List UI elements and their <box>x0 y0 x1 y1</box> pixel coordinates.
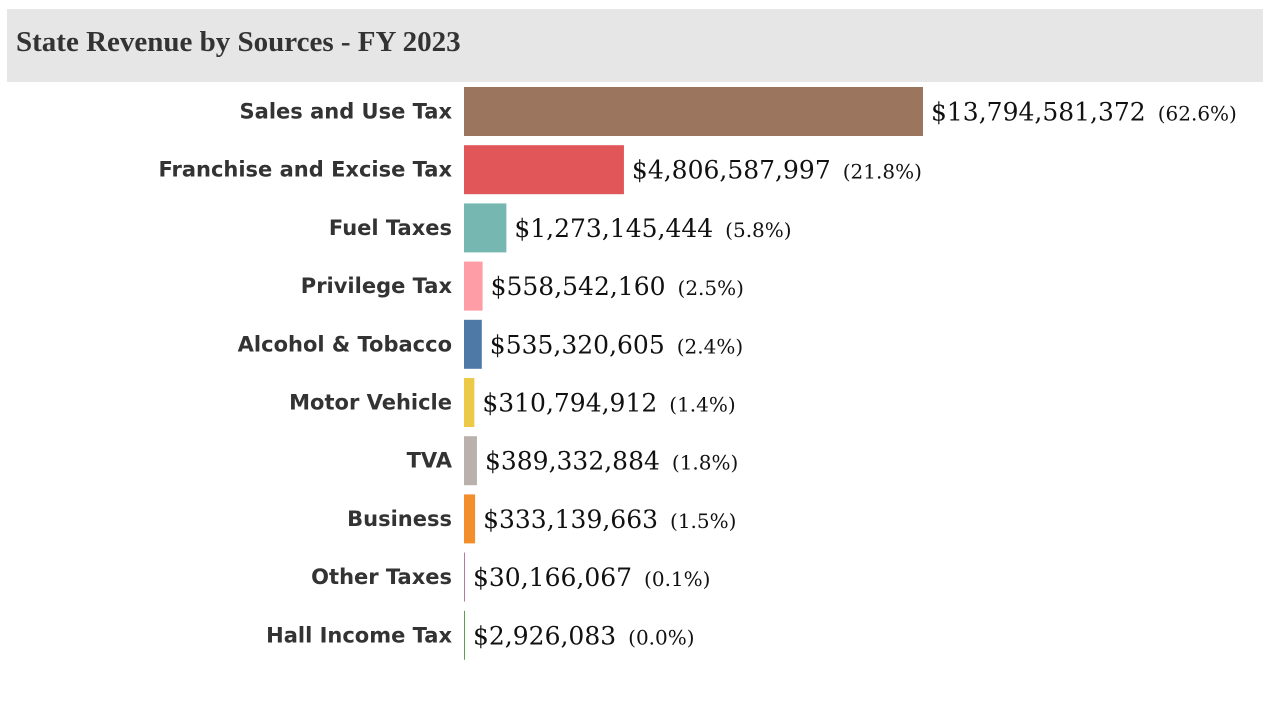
bar <box>464 494 476 544</box>
value-label: $389,332,884 (1.8%) <box>485 447 738 476</box>
value-label: $1,273,145,444 (5.8%) <box>514 214 791 243</box>
bar <box>464 610 465 660</box>
bar <box>464 145 624 195</box>
percent-label: (0.1%) <box>644 567 710 591</box>
chart-title-bar: State Revenue by Sources - FY 2023 <box>7 9 1263 82</box>
bar-row: Hall Income Tax $2,926,083 (0.0%) <box>266 610 695 660</box>
bar-row: Other Taxes $30,166,067 (0.1%) <box>311 552 710 602</box>
value-label: $310,794,912 (1.4%) <box>482 389 735 418</box>
bar <box>464 319 482 369</box>
bar-row: Alcohol & Tobacco $535,320,605 (2.4%) <box>238 319 743 369</box>
value-label: $558,542,160 (2.5%) <box>491 272 744 301</box>
bar <box>464 261 483 311</box>
value-label: $333,139,663 (1.5%) <box>483 505 736 534</box>
bar-row: Fuel Taxes $1,273,145,444 (5.8%) <box>329 203 792 253</box>
bar-row: Franchise and Excise Tax $4,806,587,997 (2… <box>158 145 922 195</box>
percent-label: (62.6%) <box>1158 102 1237 126</box>
category-label: Alcohol & Tobacco <box>238 332 452 356</box>
bar <box>464 87 923 136</box>
bar-row: Privilege Tax $558,542,160 (2.5%) <box>301 261 744 311</box>
value-amount: $13,794,581,372 <box>931 98 1146 127</box>
value-label: $30,166,067 (0.1%) <box>473 563 710 592</box>
value-amount: $389,332,884 <box>485 447 660 476</box>
category-label: Motor Vehicle <box>289 391 452 415</box>
category-label: Franchise and Excise Tax <box>158 158 452 182</box>
category-label: Privilege Tax <box>301 274 453 298</box>
value-label: $4,806,587,997 (21.8%) <box>632 156 922 185</box>
category-label: TVA <box>407 449 453 473</box>
bar-row: Sales and Use Tax $13,794,581,372 (62.6%) <box>240 87 1237 136</box>
percent-label: (2.5%) <box>678 276 744 300</box>
percent-label: (5.8%) <box>725 218 791 242</box>
percent-label: (21.8%) <box>843 160 922 184</box>
bar <box>464 436 477 486</box>
bar <box>464 378 475 427</box>
chart-title: State Revenue by Sources - FY 2023 <box>16 26 461 58</box>
value-amount: $558,542,160 <box>491 272 666 301</box>
value-amount: $2,926,083 <box>473 621 616 650</box>
value-amount: $333,139,663 <box>483 505 658 534</box>
bar-row: Motor Vehicle $310,794,912 (1.4%) <box>289 378 736 427</box>
percent-label: (2.4%) <box>677 334 743 358</box>
bar <box>464 552 466 602</box>
bar-row: Business $333,139,663 (1.5%) <box>347 494 736 544</box>
category-label: Hall Income Tax <box>266 623 452 647</box>
percent-label: (1.4%) <box>669 393 735 417</box>
value-label: $2,926,083 (0.0%) <box>473 621 695 650</box>
value-amount: $4,806,587,997 <box>632 156 831 185</box>
category-label: Business <box>347 507 452 531</box>
percent-label: (1.5%) <box>670 509 736 533</box>
value-amount: $310,794,912 <box>482 389 657 418</box>
category-label: Fuel Taxes <box>329 216 452 240</box>
category-label: Sales and Use Tax <box>240 100 453 124</box>
value-label: $535,320,605 (2.4%) <box>490 330 743 359</box>
value-amount: $1,273,145,444 <box>514 214 713 243</box>
percent-label: (0.0%) <box>628 625 694 649</box>
value-amount: $30,166,067 <box>473 563 632 592</box>
value-amount: $535,320,605 <box>490 330 665 359</box>
category-label: Other Taxes <box>311 565 452 589</box>
bar-row: TVA $389,332,884 (1.8%) <box>407 436 738 486</box>
bar <box>464 203 507 253</box>
percent-label: (1.8%) <box>672 451 738 475</box>
value-label: $13,794,581,372 (62.6%) <box>931 98 1237 127</box>
